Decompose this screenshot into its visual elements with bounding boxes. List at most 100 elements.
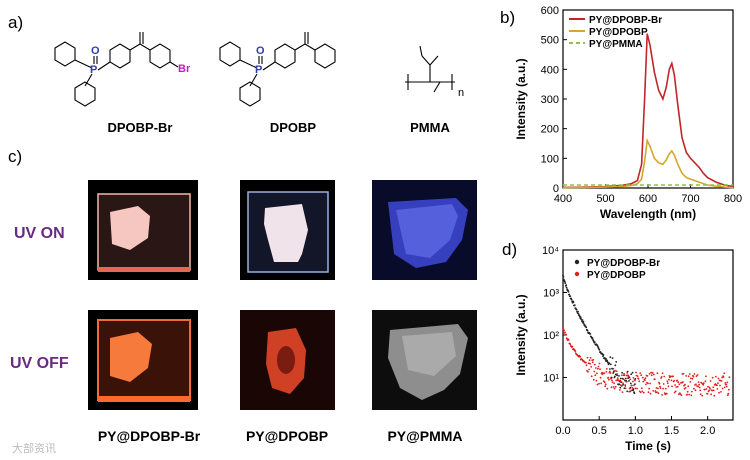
data-point-1 <box>574 351 577 353</box>
data-point-1 <box>701 394 704 397</box>
data-point-1 <box>611 381 614 383</box>
data-point-1 <box>639 372 642 374</box>
data-point-1 <box>690 390 693 393</box>
y-tick-label: 500 <box>541 35 559 47</box>
data-point-1 <box>619 389 621 391</box>
data-point-1 <box>694 389 697 392</box>
data-point-0 <box>578 314 581 317</box>
legend-label-2: PY@PMMA <box>589 39 643 50</box>
x-tick-label: 400 <box>554 193 572 205</box>
data-point-1 <box>614 385 617 388</box>
data-point-1 <box>665 392 668 395</box>
data-point-0 <box>609 368 611 370</box>
y-tick-label: 10¹ <box>543 373 559 385</box>
data-point-1 <box>612 386 615 388</box>
data-point-1 <box>587 371 589 373</box>
data-point-1 <box>672 375 674 378</box>
data-point-1 <box>648 387 650 390</box>
data-point-1 <box>612 372 614 375</box>
data-point-1 <box>629 390 632 392</box>
data-point-1 <box>708 386 711 389</box>
data-point-1 <box>689 377 692 380</box>
data-point-0 <box>583 323 585 325</box>
data-point-1 <box>594 374 597 377</box>
data-point-1 <box>648 373 651 375</box>
data-point-1 <box>693 387 695 390</box>
data-point-1 <box>637 378 640 380</box>
x-tick-label: 800 <box>724 193 742 205</box>
structure-dpobp <box>219 32 336 107</box>
data-point-1 <box>713 394 716 397</box>
data-point-1 <box>624 387 627 390</box>
data-point-1 <box>645 383 647 386</box>
y-tick-label: 10⁴ <box>542 245 559 257</box>
data-point-1 <box>625 380 627 383</box>
oxygen-atom-2: O <box>256 45 265 57</box>
data-point-1 <box>634 387 637 390</box>
data-point-1 <box>696 374 699 376</box>
y-tick-label: 10³ <box>543 288 559 300</box>
data-point-1 <box>695 383 697 386</box>
data-point-1 <box>658 382 661 385</box>
y-tick-label: 200 <box>541 124 559 136</box>
data-point-0 <box>616 374 618 377</box>
data-point-1 <box>699 393 702 395</box>
phosphorus-atom-1: P <box>90 64 97 76</box>
data-point-1 <box>725 385 728 388</box>
data-point-1 <box>609 370 611 373</box>
data-point-1 <box>674 390 677 393</box>
column-label-pmma: PY@PMMA <box>387 428 463 444</box>
data-point-1 <box>589 356 592 359</box>
data-point-1 <box>675 386 678 388</box>
data-point-0 <box>615 361 618 363</box>
data-point-1 <box>644 377 647 380</box>
data-point-1 <box>695 375 698 377</box>
data-point-1 <box>651 372 654 374</box>
panel-label-a: a) <box>8 13 24 32</box>
data-point-1 <box>719 384 721 387</box>
data-point-1 <box>657 392 660 395</box>
data-point-1 <box>722 376 725 378</box>
data-point-0 <box>619 377 622 380</box>
data-point-1 <box>686 393 688 396</box>
data-point-1 <box>700 382 703 384</box>
data-point-0 <box>572 301 575 304</box>
data-point-1 <box>597 367 599 370</box>
data-point-1 <box>641 376 644 379</box>
data-point-1 <box>622 382 624 385</box>
data-point-1 <box>716 388 719 390</box>
data-point-1 <box>620 381 623 383</box>
data-point-1 <box>676 379 679 382</box>
data-point-0 <box>589 333 592 335</box>
row-label-uv-off: UV OFF <box>10 355 69 372</box>
data-point-1 <box>702 383 705 386</box>
data-point-1 <box>626 371 629 374</box>
y-tick-label: 10² <box>543 330 559 342</box>
data-point-1 <box>585 361 587 364</box>
data-point-1 <box>711 389 714 392</box>
data-point-1 <box>691 377 694 380</box>
data-point-1 <box>606 387 609 390</box>
data-point-1 <box>728 388 730 391</box>
data-point-1 <box>650 374 653 377</box>
y-axis-label: Intensity (a.u.) <box>514 58 528 139</box>
data-point-0 <box>593 341 596 343</box>
photo-uv-off-pmma <box>372 310 477 410</box>
data-point-0 <box>609 356 612 359</box>
data-point-1 <box>588 368 590 371</box>
data-point-1 <box>591 361 594 364</box>
data-point-1 <box>712 386 715 389</box>
data-point-0 <box>577 313 580 315</box>
data-point-0 <box>582 321 585 323</box>
data-point-1 <box>571 345 574 348</box>
data-point-1 <box>614 370 617 372</box>
data-point-1 <box>649 382 651 385</box>
data-point-0 <box>565 284 568 287</box>
data-point-0 <box>633 392 636 395</box>
x-tick-label: 1.5 <box>664 425 679 437</box>
data-point-1 <box>726 394 729 397</box>
y-tick-label: 600 <box>541 5 559 17</box>
data-point-0 <box>591 337 594 339</box>
data-point-1 <box>668 378 670 381</box>
data-point-1 <box>707 385 709 388</box>
